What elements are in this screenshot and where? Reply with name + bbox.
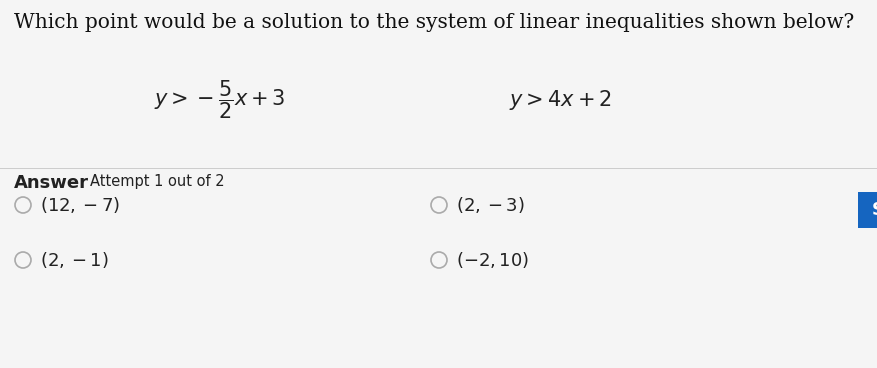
Text: $(2,-3)$: $(2,-3)$ bbox=[455, 195, 524, 215]
Text: $y > 4x + 2$: $y > 4x + 2$ bbox=[508, 88, 610, 112]
Text: $(12,-7)$: $(12,-7)$ bbox=[40, 195, 120, 215]
Text: Attempt 1 out of 2: Attempt 1 out of 2 bbox=[90, 174, 225, 189]
FancyBboxPatch shape bbox=[857, 192, 877, 228]
Text: $(-2,10)$: $(-2,10)$ bbox=[455, 250, 529, 270]
Text: $(2,-1)$: $(2,-1)$ bbox=[40, 250, 109, 270]
Text: $y > -\dfrac{5}{2}x + 3$: $y > -\dfrac{5}{2}x + 3$ bbox=[154, 79, 286, 121]
Text: Answer: Answer bbox=[14, 174, 89, 192]
Text: Sub: Sub bbox=[871, 201, 877, 219]
Text: Which point would be a solution to the system of linear inequalities shown below: Which point would be a solution to the s… bbox=[14, 13, 853, 32]
